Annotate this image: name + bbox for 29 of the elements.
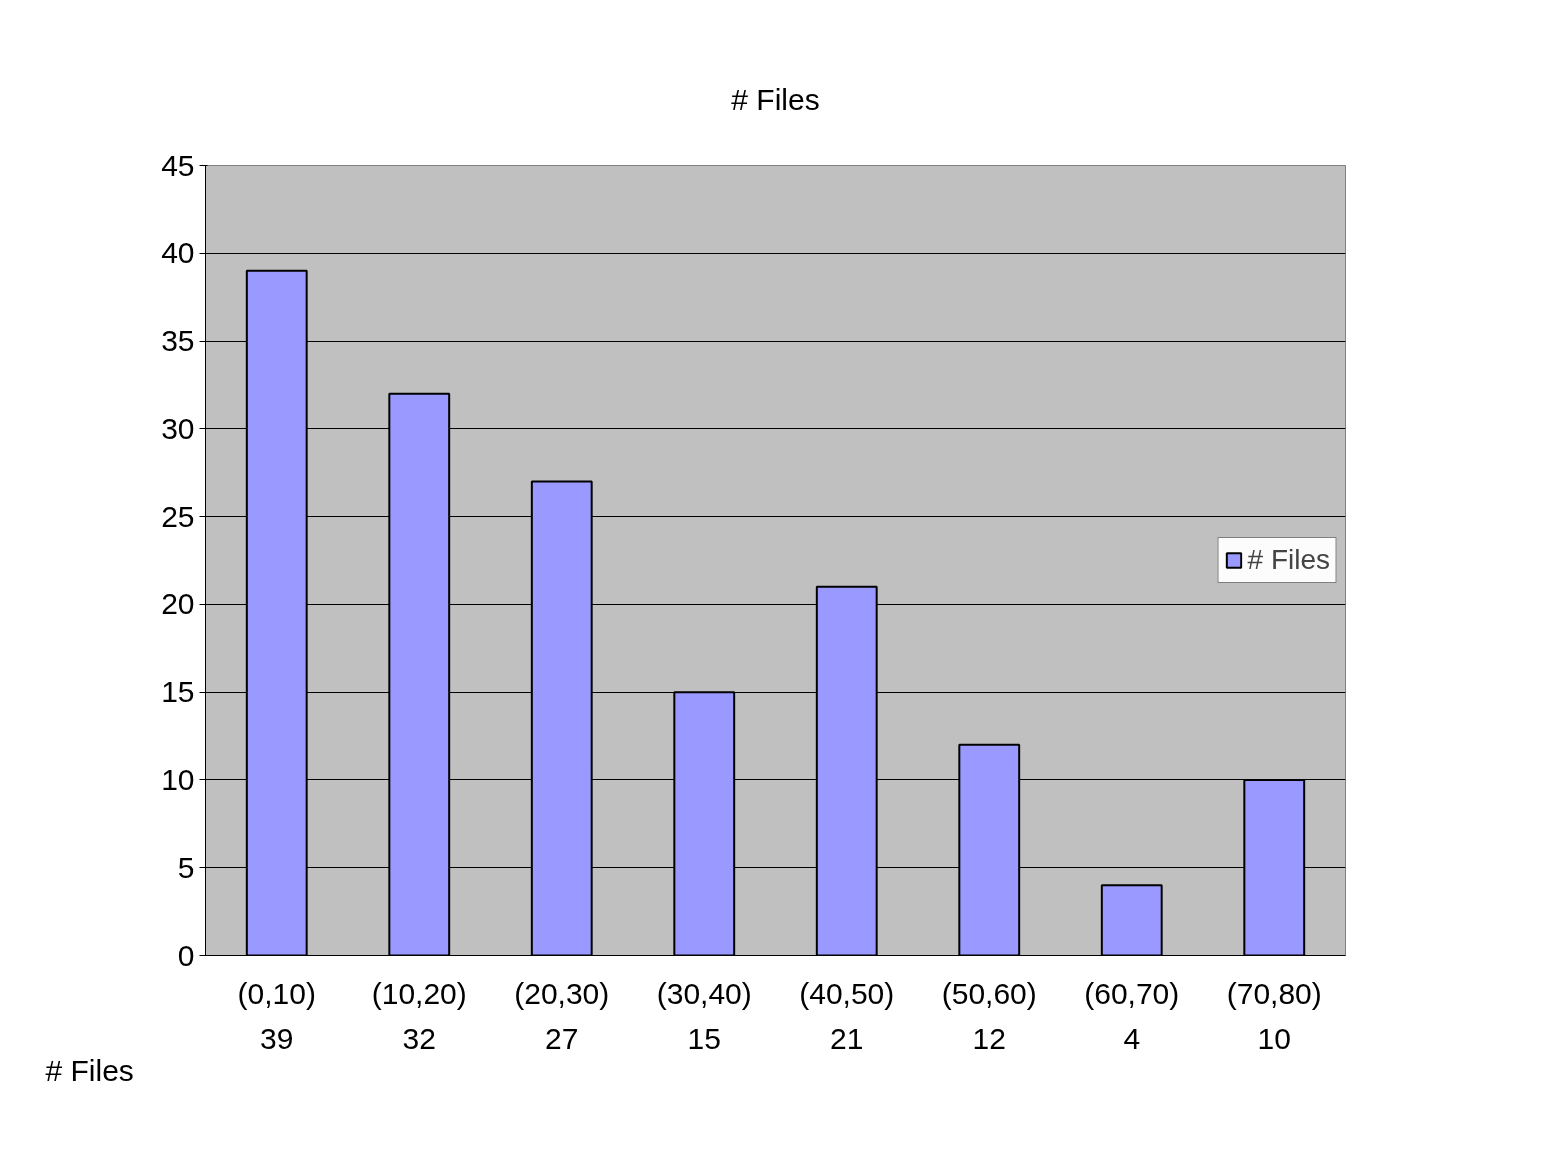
data-label: 10 <box>1257 1021 1291 1055</box>
text: # Files <box>45 1053 134 1087</box>
data-label: 39 <box>260 1021 294 1055</box>
data-label: 27 <box>545 1021 579 1055</box>
data-label: 12 <box>972 1021 1006 1055</box>
data-label: 21 <box>830 1021 864 1055</box>
legend-label: # Files <box>1247 544 1330 576</box>
x-tick-label: (30,40) <box>656 976 752 1010</box>
y-tick-label: 40 <box>161 236 195 270</box>
y-tick-label: 10 <box>161 762 195 796</box>
x-tick-label: (40,50) <box>799 976 895 1010</box>
x-tick-label: (70,80) <box>1226 976 1322 1010</box>
y-tick-label: 5 <box>177 850 195 884</box>
x-tick-label: (60,70) <box>1084 976 1180 1010</box>
data-label: 32 <box>402 1021 436 1055</box>
y-tick-label: 20 <box>161 587 195 621</box>
x-tick-label: (10,20) <box>371 976 467 1010</box>
data-label: 4 <box>1123 1021 1141 1055</box>
y-tick-label: 25 <box>161 499 195 533</box>
y-tick-label: 15 <box>161 675 195 709</box>
x-tick-label: (0,10) <box>237 976 316 1010</box>
x-tick-label: (50,60) <box>941 976 1037 1010</box>
y-tick-label: 0 <box>177 938 195 972</box>
y-tick-label: 30 <box>161 411 195 445</box>
data-label: 15 <box>687 1021 721 1055</box>
chart-title: # Files <box>731 82 820 116</box>
x-tick-label: (20,30) <box>514 976 610 1010</box>
y-tick-label: 35 <box>161 324 195 358</box>
y-tick-label: 45 <box>161 148 195 182</box>
